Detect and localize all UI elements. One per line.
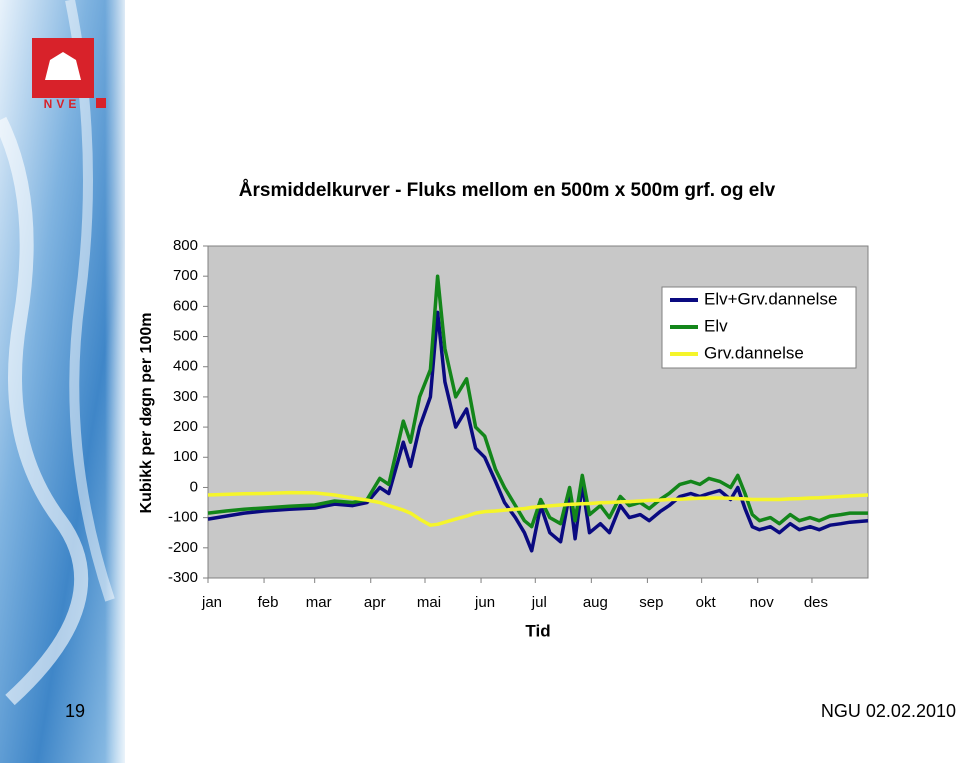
x-tick-label: jul (531, 594, 547, 611)
side-fade (105, 0, 130, 763)
legend-label: Elv+Grv.dannelse (704, 289, 837, 308)
x-tick-label: des (804, 594, 828, 611)
y-tick-label: 800 (173, 237, 198, 254)
x-tick-label: apr (364, 594, 386, 611)
y-tick-label: 200 (173, 418, 198, 435)
logo-text: NVE (44, 97, 81, 111)
x-tick-label: okt (696, 594, 717, 611)
x-tick-label: jan (201, 594, 222, 611)
side-image-streak (0, 116, 89, 706)
x-tick-label: aug (583, 594, 608, 611)
y-tick-label: 500 (173, 328, 198, 345)
footer: NGU 02.02.2010 (821, 701, 956, 721)
y-axis-label: Kubikk per døgn per 100m (138, 313, 155, 514)
series-line (207, 274, 868, 529)
logo-square (96, 98, 106, 108)
x-tick-label: jun (474, 594, 495, 611)
plot: -300 -200 -100 0 100 200 300 400 500 600 700 800 jan… (168, 237, 869, 611)
x-tick-label: nov (750, 594, 775, 611)
y-tick-label: 0 (190, 478, 198, 495)
y-tick-label: 300 (173, 388, 198, 405)
y-tick-label: -100 (168, 509, 198, 526)
x-tick-label: sep (639, 594, 663, 611)
chart-title: Årsmiddelkurver - Fluks mellom en 500m x… (239, 180, 776, 201)
y-tick-label: -200 (168, 539, 198, 556)
y-tick-label: -300 (168, 569, 198, 586)
legend-label: Grv.dannelse (704, 343, 804, 362)
x-tick-label: mar (306, 594, 332, 611)
series-line (207, 490, 869, 527)
y-tick-label: 100 (173, 448, 198, 465)
x-tick-label: mai (417, 594, 441, 611)
x-axis-label: Tid (525, 621, 550, 640)
y-tick-label: 700 (173, 267, 198, 284)
y-tick-label: 400 (173, 358, 198, 375)
y-tick-label: 600 (173, 297, 198, 314)
page-number: 19 (65, 701, 85, 721)
logo-crest (45, 52, 81, 80)
series-line (207, 310, 869, 553)
x-tick-label: feb (258, 594, 279, 611)
legend-label: Elv (704, 316, 728, 335)
